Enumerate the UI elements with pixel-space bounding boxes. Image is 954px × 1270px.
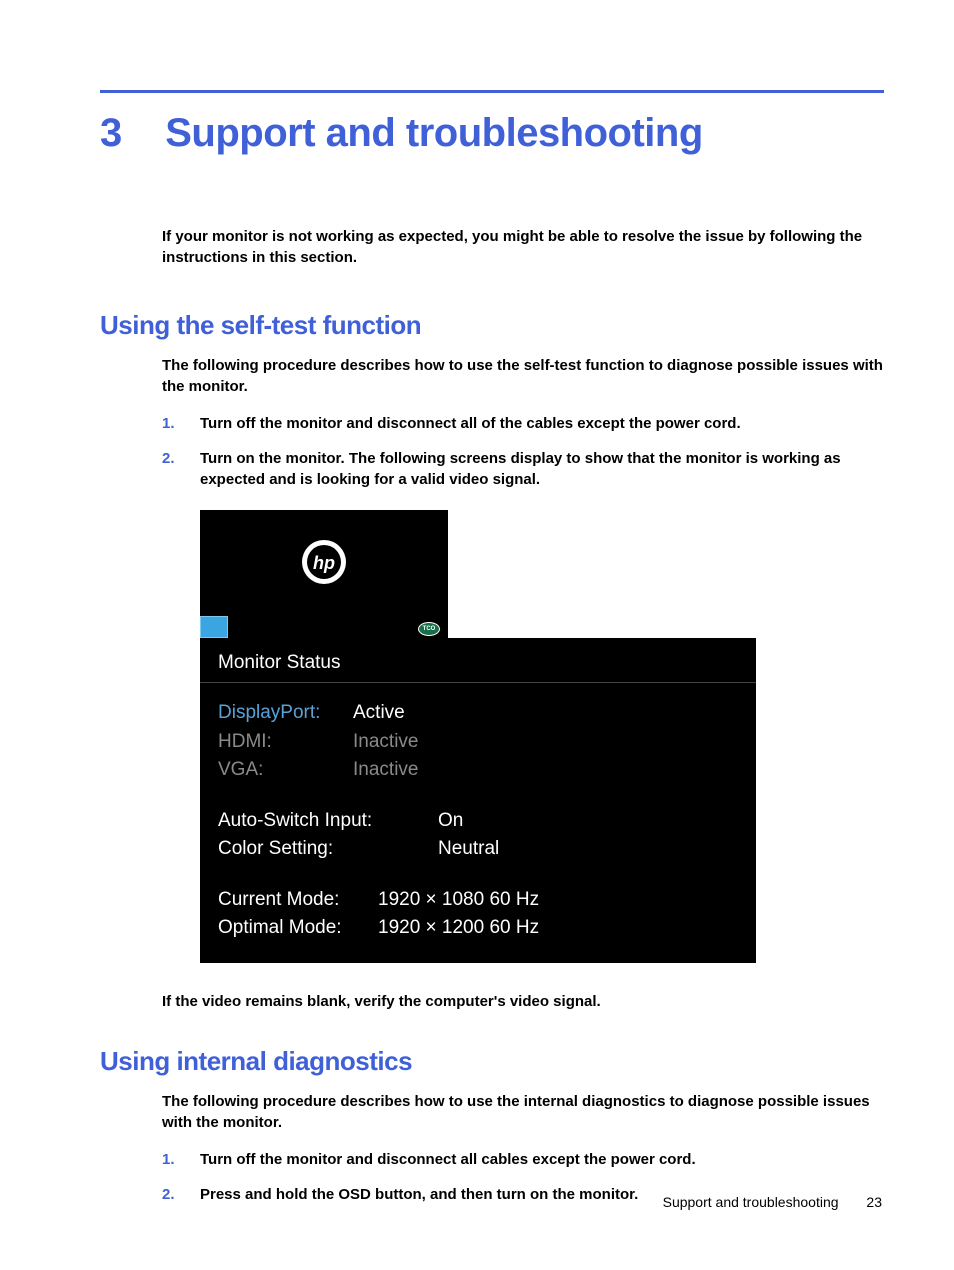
osd-modes-group: Current Mode: 1920 × 1080 60 Hz Optimal … (218, 886, 738, 943)
step-number: 1. (162, 1149, 180, 1170)
osd-settings-group: Auto-Switch Input: On Color Setting: Neu… (218, 807, 738, 864)
osd-input-value: Inactive (353, 728, 418, 757)
svg-text:hp: hp (313, 553, 335, 573)
list-item: 1. Turn off the monitor and disconnect a… (162, 1149, 884, 1170)
chapter-number: 3 (100, 111, 121, 156)
chapter-title: Support and troubleshooting (165, 111, 703, 156)
osd-screenshot: hp TCO Monitor Status DisplayPort: Activ… (200, 510, 884, 963)
step-text: Press and hold the OSD button, and then … (200, 1184, 638, 1205)
step-text: Turn on the monitor. The following scree… (200, 448, 884, 490)
osd-input-label: HDMI: (218, 728, 353, 757)
osd-mode-value: 1920 × 1200 60 Hz (378, 914, 539, 943)
chapter-intro: If your monitor is not working as expect… (162, 226, 884, 268)
osd-setting-label: Color Setting: (218, 835, 418, 864)
osd-row: DisplayPort: Active (218, 699, 738, 728)
osd-mode-value: 1920 × 1080 60 Hz (378, 886, 539, 915)
section-body-selftest: The following procedure describes how to… (162, 355, 884, 397)
step-number: 1. (162, 413, 180, 434)
hp-logo-icon: hp (302, 540, 346, 584)
osd-row: VGA: Inactive (218, 756, 738, 785)
certification-badge-icon (200, 616, 228, 638)
osd-input-label: DisplayPort: (218, 699, 353, 728)
step-text: Turn off the monitor and disconnect all … (200, 413, 741, 434)
selftest-steps: 1. Turn off the monitor and disconnect a… (162, 413, 884, 490)
osd-input-value: Inactive (353, 756, 418, 785)
step-text: Turn off the monitor and disconnect all … (200, 1149, 696, 1170)
footer-page-number: 23 (866, 1194, 882, 1210)
step-number: 2. (162, 1184, 180, 1205)
osd-splash: hp TCO (200, 510, 448, 638)
osd-row: HDMI: Inactive (218, 728, 738, 757)
footer-text: Support and troubleshooting (663, 1194, 839, 1210)
osd-setting-value: On (438, 807, 463, 836)
step-number: 2. (162, 448, 180, 490)
section-body-diagnostics: The following procedure describes how to… (162, 1091, 884, 1133)
osd-inputs-group: DisplayPort: Active HDMI: Inactive VGA: … (218, 699, 738, 785)
section-post-image-text: If the video remains blank, verify the c… (162, 991, 884, 1012)
osd-mode-label: Optimal Mode: (218, 914, 378, 943)
osd-panel-content: DisplayPort: Active HDMI: Inactive VGA: … (200, 683, 756, 963)
osd-setting-value: Neutral (438, 835, 499, 864)
list-item: 1. Turn off the monitor and disconnect a… (162, 413, 884, 434)
osd-row: Optimal Mode: 1920 × 1200 60 Hz (218, 914, 738, 943)
page-footer: Support and troubleshooting 23 (663, 1194, 882, 1210)
tco-badge-icon: TCO (418, 622, 440, 636)
osd-panel-title: Monitor Status (200, 638, 756, 683)
document-page: 3 Support and troubleshooting If your mo… (0, 0, 954, 1205)
list-item: 2. Turn on the monitor. The following sc… (162, 448, 884, 490)
osd-mode-label: Current Mode: (218, 886, 378, 915)
osd-row: Auto-Switch Input: On (218, 807, 738, 836)
osd-input-value: Active (353, 699, 405, 728)
section-heading-diagnostics: Using internal diagnostics (100, 1046, 884, 1077)
osd-status-panel: Monitor Status DisplayPort: Active HDMI:… (200, 638, 756, 963)
chapter-header: 3 Support and troubleshooting (100, 111, 884, 156)
section-internal-diagnostics: Using internal diagnostics The following… (100, 1046, 884, 1205)
osd-setting-label: Auto-Switch Input: (218, 807, 418, 836)
chapter-top-rule (100, 90, 884, 93)
osd-row: Current Mode: 1920 × 1080 60 Hz (218, 886, 738, 915)
osd-row: Color Setting: Neutral (218, 835, 738, 864)
osd-input-label: VGA: (218, 756, 353, 785)
section-heading-selftest: Using the self-test function (100, 310, 884, 341)
